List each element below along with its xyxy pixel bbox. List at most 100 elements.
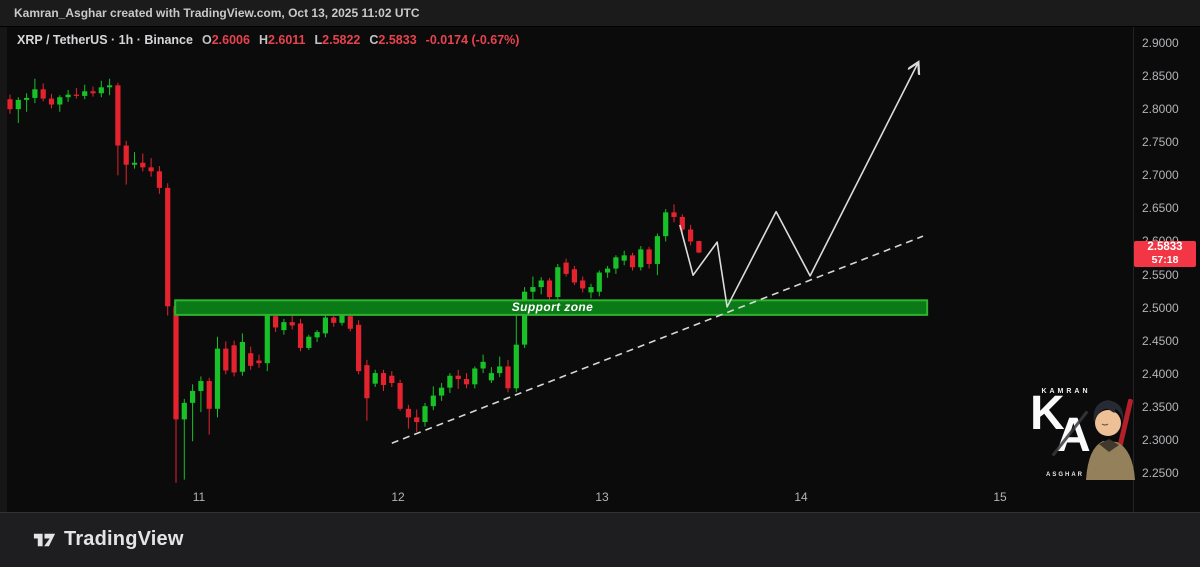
candle-body: [414, 417, 420, 423]
candle-body: [671, 212, 677, 217]
candle-body: [90, 91, 96, 94]
candle-body: [273, 316, 279, 328]
candle-body: [679, 216, 685, 230]
candle-body: [322, 317, 328, 334]
candle-body: [605, 268, 611, 273]
footer-bar: TradingView: [0, 512, 1200, 567]
candle-body: [40, 89, 46, 99]
candle-body: [256, 360, 262, 364]
candle-body: [380, 373, 387, 385]
tradingview-logo[interactable]: TradingView: [32, 527, 184, 552]
tradingview-icon: [33, 533, 56, 547]
candle-body: [190, 390, 196, 403]
watermark-kamran-text: KAMRAN: [1041, 388, 1091, 395]
candle-body: [314, 332, 320, 338]
support-zone-label[interactable]: Support zone: [511, 300, 594, 314]
candle-body: [563, 262, 569, 274]
candle-body: [654, 236, 660, 264]
ohlc-letter: H: [258, 33, 268, 47]
candle-body: [131, 162, 138, 165]
candle-body: [688, 229, 694, 242]
chart-background[interactable]: [0, 27, 1200, 512]
symbol-legend[interactable]: XRP / TetherUS · 1h · Binance O2.6006 H2.6…: [17, 33, 519, 49]
time-tick-label: 11: [192, 490, 206, 504]
candle-body: [15, 99, 21, 110]
price-tick-label: 2.2500: [1142, 465, 1179, 480]
watermark-k-letter: K: [1030, 387, 1065, 440]
character-hair: [1093, 400, 1124, 423]
candle-body: [347, 316, 353, 329]
price-tick-label: 2.9000: [1142, 36, 1179, 50]
ohlc-price: 2.6011: [267, 33, 306, 47]
candle-body: [555, 267, 561, 298]
price-tick-label: 2.4000: [1142, 366, 1179, 381]
chart-left-gutter: [0, 27, 7, 512]
candle-body: [73, 94, 79, 96]
attribution-text: Kamran_Asghar created with TradingView.c…: [14, 6, 420, 20]
symbol-title[interactable]: XRP / TetherUS · 1h · Binance: [17, 33, 193, 47]
candle-body: [156, 171, 162, 188]
candle-body: [505, 366, 511, 389]
candle-body: [98, 87, 104, 94]
candle-body: [638, 249, 644, 268]
candle-body: [123, 145, 129, 165]
candle-body: [472, 368, 478, 385]
candle-body: [430, 395, 436, 407]
candle-body: [613, 257, 619, 269]
candle-body: [522, 291, 528, 345]
time-tick-label: 15: [993, 490, 1007, 504]
candle-body: [513, 344, 519, 389]
candle-body: [497, 366, 503, 374]
candle-body: [422, 406, 428, 423]
candle-body: [173, 306, 179, 420]
candle-body: [646, 249, 652, 264]
candle-body: [480, 361, 486, 369]
candle-body: [397, 383, 403, 409]
candle-body: [546, 280, 553, 298]
candle-body: [463, 379, 470, 385]
candle-body: [356, 324, 362, 372]
time-axis[interactable]: 11 12 13 14 15: [0, 486, 1132, 512]
candle-body: [696, 241, 702, 253]
candle-body: [115, 85, 121, 146]
candle-body: [580, 280, 586, 289]
candle-body: [339, 313, 345, 323]
candle-body: [306, 336, 312, 348]
candle-body: [231, 345, 237, 373]
character-collar: [1099, 439, 1119, 452]
time-tick-label: 12: [391, 490, 405, 504]
ohlc-letter: L: [314, 33, 323, 47]
candle-body: [588, 287, 594, 293]
candle-body: [214, 348, 221, 409]
candle-body: [571, 269, 577, 283]
character-face: [1095, 410, 1121, 436]
price-axis[interactable]: 2.90002.85002.80002.75002.70002.65002.60…: [1133, 27, 1200, 512]
ohlc-price: 2.5833: [378, 33, 417, 47]
time-tick-label: 13: [595, 490, 609, 504]
candle-body: [447, 375, 453, 388]
candle-body: [455, 375, 461, 380]
candle-body: [223, 348, 229, 371]
support-zone-band[interactable]: [174, 299, 929, 316]
candle-body: [297, 323, 304, 348]
tradingview-wordmark: TradingView: [64, 528, 184, 550]
candle-body: [148, 167, 154, 172]
drawings-layer: [174, 63, 929, 444]
attribution-bar: Kamran_Asghar created with TradingView.c…: [0, 0, 1200, 27]
candle-body: [364, 365, 370, 399]
candle-body: [140, 162, 146, 168]
candle-body: [331, 317, 337, 323]
projection-arrow-path[interactable]: [679, 63, 918, 308]
price-tick-label: 2.5000: [1142, 300, 1179, 315]
price-tick-label: 2.6500: [1142, 201, 1179, 216]
candle-body: [248, 353, 254, 366]
candle-body: [107, 85, 113, 88]
time-tick-label: 14: [794, 490, 808, 504]
ohlc-letter: C: [369, 33, 379, 47]
candle-body: [488, 373, 494, 381]
price-tick-label: 2.8500: [1142, 69, 1179, 84]
price-tick-label: 2.7000: [1142, 168, 1179, 183]
candle-body: [48, 98, 55, 105]
candle-body: [629, 255, 636, 268]
